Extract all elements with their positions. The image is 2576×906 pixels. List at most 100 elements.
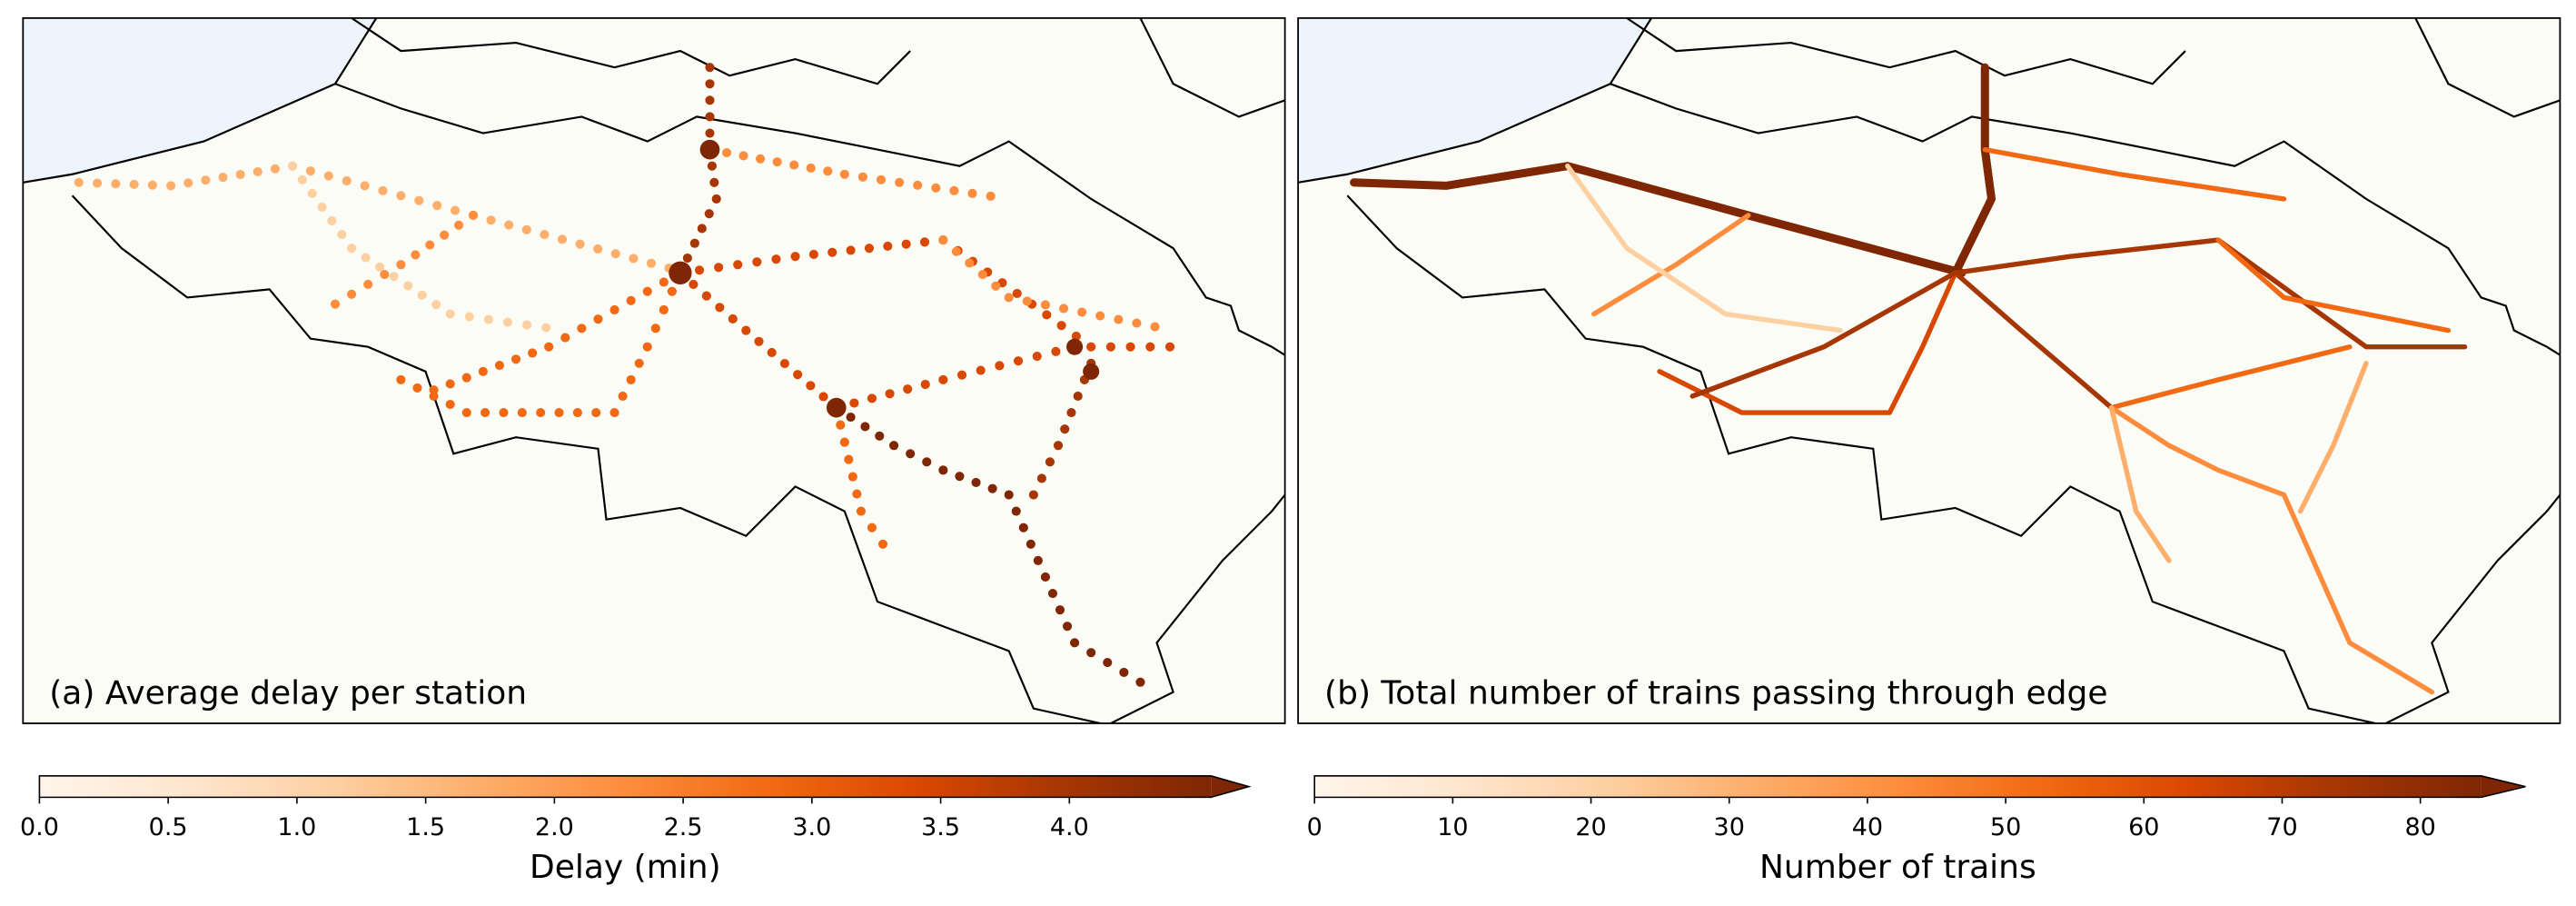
- border: [351, 17, 911, 85]
- station-dot: [412, 383, 422, 393]
- station-dot: [956, 370, 967, 380]
- station-dot: [860, 422, 870, 432]
- border: [2414, 17, 2561, 118]
- station-dot: [337, 230, 347, 240]
- station-dot: [626, 295, 636, 305]
- station-dot: [396, 374, 406, 384]
- panel-label: (a) Average delay per station: [49, 674, 527, 712]
- station-dot: [440, 230, 450, 240]
- station-dot: [1095, 311, 1105, 321]
- station-dot: [741, 325, 751, 335]
- station-dot: [166, 181, 176, 191]
- tick-label: 60: [2128, 813, 2159, 841]
- station-dot: [111, 179, 121, 189]
- coastline: [1298, 17, 1652, 184]
- station-dot: [949, 185, 959, 195]
- station-dot: [903, 384, 913, 394]
- station-dot: [707, 161, 717, 171]
- border: [1610, 83, 2561, 356]
- station-dot: [1119, 667, 1129, 677]
- station-dot: [987, 483, 997, 493]
- station-dot: [721, 147, 732, 158]
- station-dot: [701, 291, 711, 301]
- station-dot: [411, 250, 421, 260]
- station-dot: [363, 279, 373, 290]
- station-dot: [375, 262, 385, 272]
- station-dot: [1033, 555, 1043, 565]
- station-dot: [1040, 300, 1050, 310]
- station-dot: [839, 169, 849, 179]
- station-dot: [642, 342, 652, 352]
- station-dot: [1022, 296, 1032, 306]
- map-content: [23, 17, 1285, 723]
- station-dot: [1055, 605, 1065, 615]
- station-dot: [756, 154, 766, 164]
- station-dot: [445, 399, 455, 410]
- station-dot: [554, 407, 564, 418]
- station-dot: [793, 370, 803, 380]
- station-dot: [1004, 490, 1014, 500]
- station-dot: [323, 171, 333, 181]
- station-dot: [699, 139, 720, 160]
- station-dot: [728, 314, 738, 324]
- station-dot: [521, 224, 531, 234]
- station-dot: [1066, 338, 1084, 355]
- station-dot: [1132, 318, 1142, 328]
- station-dot: [327, 215, 337, 226]
- station-dot: [591, 407, 601, 418]
- station-dot: [976, 365, 986, 375]
- tick-label: 0.5: [149, 813, 188, 841]
- tick-label: 80: [2404, 813, 2435, 841]
- station-dot: [461, 373, 471, 383]
- station-dot: [1066, 407, 1076, 418]
- station-dot: [1056, 321, 1066, 331]
- station-dot: [429, 385, 439, 395]
- station-dot: [913, 180, 923, 190]
- station-dot: [486, 215, 496, 225]
- station-dot: [991, 281, 1001, 291]
- station-dot: [808, 249, 818, 260]
- colorbar-label: Number of trains: [1759, 849, 2036, 886]
- station-dot: [629, 254, 639, 264]
- station-dot: [517, 407, 527, 418]
- station-dot: [287, 161, 298, 171]
- border: [334, 83, 1285, 356]
- station-dot: [1164, 342, 1175, 352]
- station-dot: [901, 239, 911, 249]
- station-dot: [955, 472, 965, 482]
- colorbar: [1314, 775, 2482, 798]
- station-dot: [536, 407, 546, 418]
- station-dot: [844, 454, 854, 464]
- station-dot: [572, 407, 582, 418]
- station-dot: [971, 477, 981, 488]
- station-dot: [733, 260, 743, 270]
- tick-label: 2.5: [664, 813, 703, 841]
- tick-label: 10: [1437, 813, 1468, 841]
- station-dot: [528, 348, 538, 358]
- tick-label: 1.5: [406, 813, 445, 841]
- station-dot: [396, 260, 406, 270]
- station-dot: [938, 465, 948, 475]
- station-dot: [738, 151, 748, 161]
- station-dot: [414, 195, 424, 205]
- map-background: [1298, 17, 2561, 723]
- station-dot: [889, 441, 899, 451]
- rail-edge: [1982, 146, 2287, 202]
- station-dot: [885, 389, 895, 399]
- station-dot: [1145, 342, 1155, 352]
- station-dot: [403, 281, 413, 291]
- station-dot: [650, 324, 660, 334]
- station-dot: [705, 128, 715, 138]
- rail-edge: [1565, 163, 1843, 334]
- station-dot: [396, 191, 406, 201]
- station-dot: [347, 244, 357, 254]
- station-dot: [494, 360, 505, 371]
- station-dot: [705, 79, 715, 89]
- station-dot: [715, 303, 725, 313]
- rail-edge: [1951, 63, 1996, 277]
- station-dot: [839, 437, 849, 447]
- station-dot: [1028, 490, 1038, 500]
- sea: [1298, 17, 1652, 183]
- station-dot: [867, 393, 877, 403]
- station-dot: [342, 175, 352, 186]
